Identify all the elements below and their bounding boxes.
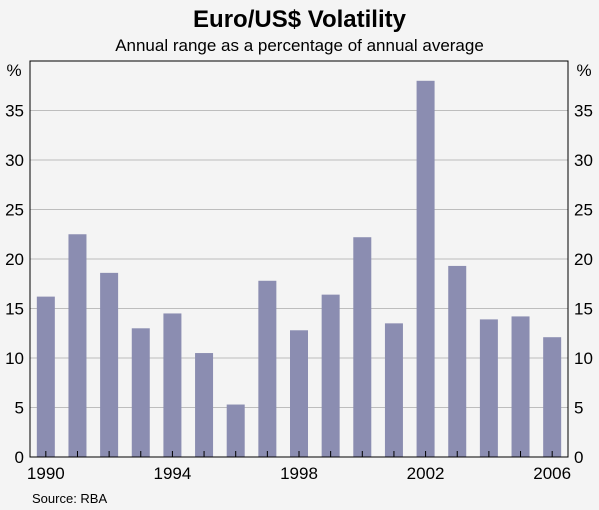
bar <box>353 237 372 457</box>
y-tick-label-right: 25 <box>574 201 593 220</box>
y-tick-label-right: 5 <box>574 399 583 418</box>
bar <box>131 328 150 457</box>
y-tick-label-left: 10 <box>5 349 24 368</box>
bar <box>68 234 87 457</box>
y-tick-label-right: 0 <box>574 448 583 467</box>
x-tick-label: 1990 <box>27 464 65 483</box>
bar <box>321 294 340 457</box>
y-axis-right-ticks: 0 5 10 15 20 25 30 35 <box>574 102 593 468</box>
y-tick-label-left: 30 <box>5 151 24 170</box>
y-axis-left-ticks: 0 5 10 15 20 25 30 35 <box>5 102 24 468</box>
plot-frame <box>29 60 569 458</box>
y-tick-label-right: 20 <box>574 250 593 269</box>
y-tick-label-left: 15 <box>5 300 24 319</box>
y-tick-label-left: 5 <box>15 399 24 418</box>
bar <box>448 265 467 457</box>
grid-lines <box>30 110 568 408</box>
bar <box>163 313 182 457</box>
bar <box>36 296 55 457</box>
bar <box>226 404 245 457</box>
y-tick-label-right: 35 <box>574 102 593 121</box>
bar <box>479 319 498 457</box>
x-axis-ticks: 1990 1994 1998 2002 2006 <box>27 451 571 483</box>
bar <box>543 337 562 457</box>
bar <box>511 316 530 457</box>
y-axis-left-unit: % <box>6 61 21 80</box>
y-tick-label-left: 20 <box>5 250 24 269</box>
y-tick-label-left: 0 <box>15 448 24 467</box>
y-tick-label-left: 35 <box>5 102 24 121</box>
x-tick-label: 1994 <box>153 464 191 483</box>
bar <box>258 280 277 457</box>
chart-title: Euro/US$ Volatility <box>193 6 407 33</box>
bars <box>36 80 562 458</box>
y-tick-label-right: 30 <box>574 151 593 170</box>
bar <box>195 353 214 457</box>
bar <box>384 323 403 457</box>
x-tick-label: 2002 <box>407 464 445 483</box>
bar <box>416 80 435 458</box>
x-tick-label: 2006 <box>533 464 571 483</box>
bar <box>100 272 119 457</box>
y-tick-label-right: 10 <box>574 349 593 368</box>
y-axis-right-unit: % <box>576 61 591 80</box>
x-tick-label: 1998 <box>280 464 318 483</box>
y-tick-label-right: 15 <box>574 300 593 319</box>
bar <box>290 330 308 457</box>
chart-subtitle: Annual range as a percentage of annual a… <box>115 36 484 55</box>
y-tick-label-left: 25 <box>5 201 24 220</box>
source-note: Source: RBA <box>32 491 107 506</box>
